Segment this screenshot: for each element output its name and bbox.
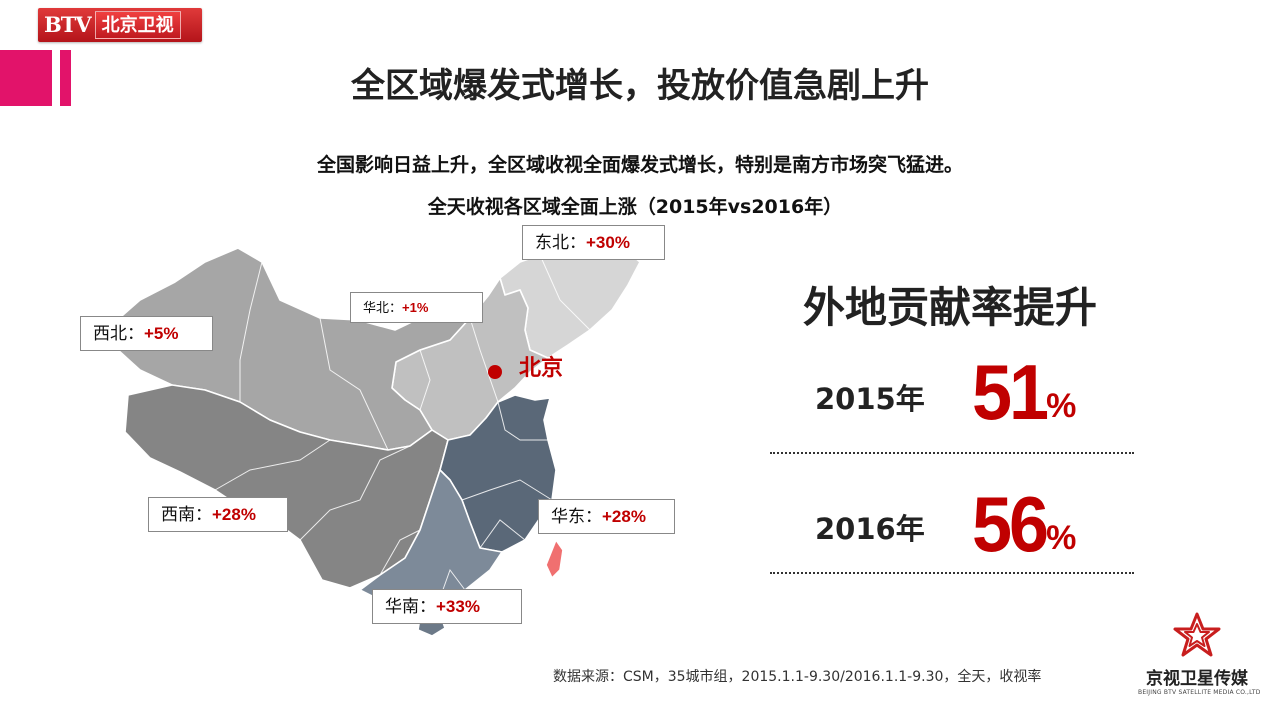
accent-bar-thin bbox=[60, 50, 71, 106]
region-value: +5% bbox=[144, 324, 179, 343]
data-source-note: 数据来源：CSM，35城市组，2015.1.1-9.30/2016.1.1-9.… bbox=[553, 669, 1042, 685]
page-title: 全区域爆发式增长，投放价值急剧上升 bbox=[351, 66, 929, 106]
region-value: +28% bbox=[212, 505, 256, 524]
stat-number: 51 bbox=[972, 349, 1049, 437]
region-label-southwest: 西南：+28% bbox=[148, 497, 288, 532]
region-value: +30% bbox=[586, 233, 630, 252]
region-label-north: 华北：+1% bbox=[350, 292, 483, 323]
region-value: +28% bbox=[602, 507, 646, 526]
page-subtitle: 全国影响日益上升，全区域收视全面爆发式增长，特别是南方市场突飞猛进。 bbox=[316, 154, 963, 176]
stat-value-2015: 51% bbox=[972, 350, 1077, 436]
region-name: 西南： bbox=[161, 505, 212, 525]
region-label-east: 华东：+28% bbox=[538, 499, 675, 534]
logo-channel-text: 北京卫视 bbox=[94, 11, 181, 39]
stat-year-2016: 2016年 bbox=[815, 512, 925, 546]
stat-number: 56 bbox=[972, 481, 1049, 569]
logo-btv-text: BTV bbox=[44, 12, 92, 37]
stat-unit: % bbox=[1046, 519, 1077, 557]
china-region-map bbox=[114, 227, 641, 637]
region-name: 东北： bbox=[535, 233, 586, 253]
map-region-taiwan bbox=[545, 539, 564, 579]
region-label-south: 华南：+33% bbox=[372, 589, 522, 624]
region-label-northeast: 东北：+30% bbox=[522, 225, 665, 260]
dotted-divider bbox=[770, 452, 1134, 454]
region-name: 华南： bbox=[385, 597, 436, 617]
stats-title: 外地贡献率提升 bbox=[802, 283, 1097, 332]
stat-value-2016: 56% bbox=[972, 482, 1077, 568]
brand-name-cn: 京视卫星传媒 bbox=[1146, 669, 1248, 689]
region-value: +1% bbox=[402, 300, 429, 315]
stat-year-2015: 2015年 bbox=[815, 382, 925, 416]
beijing-label: 北京 bbox=[519, 356, 564, 381]
brand-name-en: BEIJING BTV SATELLITE MEDIA CO.,LTD bbox=[1138, 689, 1261, 696]
accent-bar bbox=[0, 50, 52, 106]
region-value: +33% bbox=[436, 597, 480, 616]
stat-unit: % bbox=[1046, 387, 1077, 425]
region-name: 华东： bbox=[551, 507, 602, 527]
beijing-marker bbox=[488, 365, 502, 379]
region-name: 华北： bbox=[363, 301, 403, 316]
star-logo-icon bbox=[1173, 612, 1221, 657]
region-label-northwest: 西北：+5% bbox=[80, 316, 213, 351]
brand-block: 京视卫星传媒 BEIJING BTV SATELLITE MEDIA CO.,L… bbox=[1138, 612, 1261, 696]
btv-logo: BTV 北京卫视 bbox=[38, 8, 202, 42]
map-title: 全天收视各区域全面上涨（2015年vs2016年） bbox=[427, 196, 843, 218]
region-name: 西北： bbox=[93, 324, 144, 344]
dotted-divider bbox=[770, 572, 1134, 574]
